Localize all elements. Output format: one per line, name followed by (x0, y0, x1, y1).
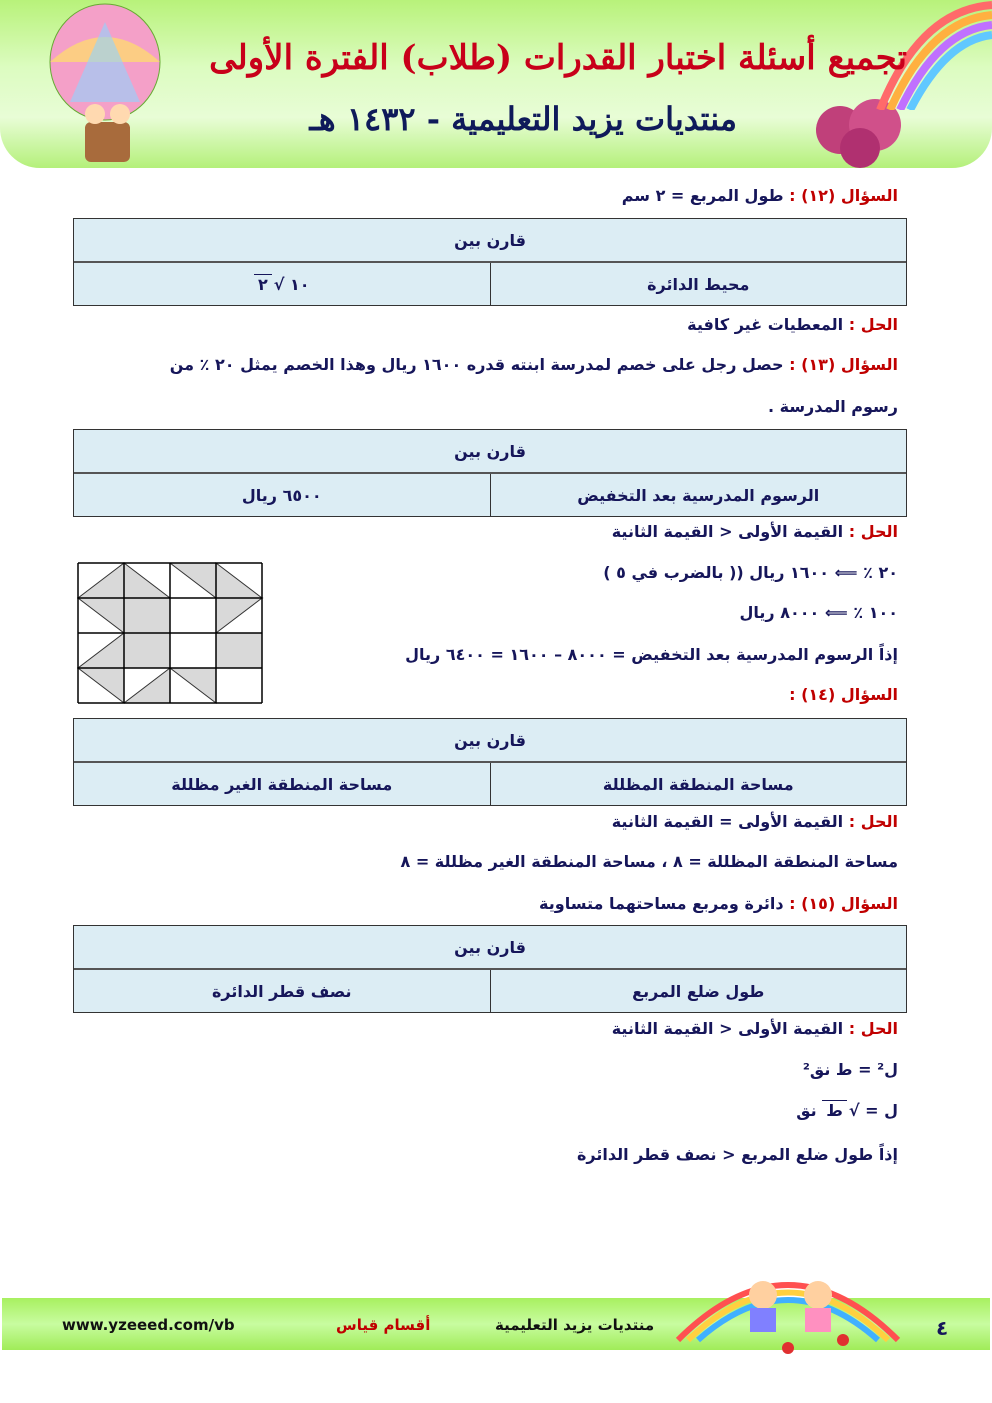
solution-13: الحل : القيمة الأولى < القيمة الثانية (612, 522, 898, 542)
compare-table-13: قارن بين الرسوم المدرسية بعد التخفيض ٦٥٠… (73, 429, 907, 517)
compare-header: قارن بين (74, 719, 906, 763)
compare-header: قارن بين (74, 219, 906, 263)
value-a: مساحة المنطقة المظللة (602, 774, 794, 794)
hot-air-balloon-icon (49, 3, 161, 162)
solution-label: الحل : (848, 812, 898, 831)
page-subtitle: منتديات يزيد التعليمية - ١٤٣٢ هـ (309, 100, 737, 138)
value-a: محيط الدائرة (647, 274, 750, 294)
question-text: حصل رجل على خصم لمدرسة ابنته قدره ١٦٠٠ ر… (169, 355, 784, 374)
solution-14: الحل : القيمة الأولى = القيمة الثانية (612, 812, 898, 832)
question-15: السؤال (١٥) : دائرة ومربع مساحتهما متساو… (539, 894, 898, 914)
shaded-triangle (215, 597, 264, 635)
solution-text: القيمة الأولى < القيمة الثانية (611, 1019, 844, 1038)
radicand: ط (822, 1100, 847, 1121)
shaded-triangle (168, 667, 217, 705)
compare-table-15: قارن بين طول ضلع المربع نصف قطر الدائرة (73, 925, 907, 1013)
footer-url-link[interactable]: www.yzeeed.com/vb (62, 1316, 235, 1334)
solution-text: المعطيات غير كافية (687, 315, 844, 334)
shaded-triangle (77, 597, 125, 635)
step: ل² = ط نق² (802, 1060, 898, 1079)
step: إذاً الرسوم المدرسية بعد التخفيض = ٨٠٠٠ … (405, 645, 898, 664)
solution-15: الحل : القيمة الأولى < القيمة الثانية (612, 1019, 898, 1039)
rainbow-icon (876, 1, 992, 110)
question-text: طول المربع = ٢ سم (621, 186, 784, 205)
shaded-triangle (77, 562, 125, 599)
question-13: السؤال (١٣) : حصل رجل على خصم لمدرسة ابن… (170, 355, 898, 375)
question-13-cont: رسوم المدرسة . (767, 397, 898, 416)
question-14: السؤال (١٤) : (789, 685, 898, 705)
solution-label: الحل : (848, 522, 898, 541)
shaded-triangle (122, 666, 171, 704)
question-12: السؤال (١٢) : طول المربع = ٢ سم (622, 186, 898, 206)
shaded-triangle (77, 667, 125, 705)
value-b: نصف قطر الدائرة (74, 970, 491, 1012)
question-label: السؤال (١٢) : (789, 186, 898, 205)
value-a: طول ضلع المربع (632, 981, 765, 1001)
hearts-icon (816, 99, 901, 168)
step: ٢٠ ٪ ⟸ ١٦٠٠ ريال (( بالضرب في ٥ ) (603, 563, 898, 582)
shaded-cell (216, 633, 262, 668)
solution-text: القيمة الأولى = القيمة الثانية (611, 812, 844, 831)
step-right: نق (796, 1101, 817, 1120)
question-text: دائرة ومربع مساحتهما متساوية (539, 894, 784, 913)
radicand: ٢ (253, 274, 272, 294)
kids-rainbow-illustration (675, 1281, 901, 1354)
shaded-triangle (77, 631, 125, 669)
coefficient: ١٠ (290, 274, 310, 294)
step-left: ل = (865, 1101, 898, 1120)
shaded-triangle (168, 562, 217, 600)
shaded-grid-figure (77, 562, 264, 705)
compare-table-14: قارن بين مساحة المنطقة المظللة مساحة الم… (73, 718, 907, 806)
value-a: الرسوم المدرسية بعد التخفيض (577, 485, 820, 505)
compare-header: قارن بين (74, 926, 906, 970)
shaded-triangle (215, 562, 264, 599)
compare-table-12: قارن بين محيط الدائرة ١٠ √ ٢ (73, 218, 907, 306)
shaded-triangle (123, 562, 172, 599)
header-banner: تجميع أسئلة اختبار القدرات (طلاب) الفترة… (0, 0, 992, 168)
question-label: السؤال (١٤) : (789, 685, 898, 704)
step: إذاً طول ضلع المربع < نصف قطر الدائرة (576, 1145, 898, 1164)
shaded-cell (124, 633, 170, 668)
footer-forum-name: منتديات يزيد التعليمية (495, 1316, 655, 1334)
value-b: ٦٥٠٠ ريال (74, 474, 491, 516)
step: ل = √ط نق (796, 1100, 898, 1121)
solution-label: الحل : (848, 315, 898, 334)
footer-section-link[interactable]: أقسام قياس (336, 1316, 431, 1334)
page-title: تجميع أسئلة اختبار القدرات (طلاب) الفترة… (209, 38, 907, 78)
page-number: ٤ (936, 1316, 949, 1340)
solution-text: القيمة الأولى < القيمة الثانية (611, 522, 844, 541)
value-b: ١٠ √ ٢ (74, 263, 491, 305)
step: مساحة المنطقة المظللة = ٨ ، مساحة المنطق… (400, 852, 898, 871)
compare-header: قارن بين (74, 430, 906, 474)
shaded-cell (124, 598, 170, 633)
question-label: السؤال (١٣) : (789, 355, 898, 374)
question-label: السؤال (١٥) : (789, 894, 898, 913)
solution-12: الحل : المعطيات غير كافية (687, 315, 898, 335)
solution-label: الحل : (848, 1019, 898, 1038)
value-b: مساحة المنطقة الغير مظللة (74, 763, 491, 805)
step: ١٠٠ ٪ ⟸ ٨٠٠٠ ريال (739, 603, 898, 622)
